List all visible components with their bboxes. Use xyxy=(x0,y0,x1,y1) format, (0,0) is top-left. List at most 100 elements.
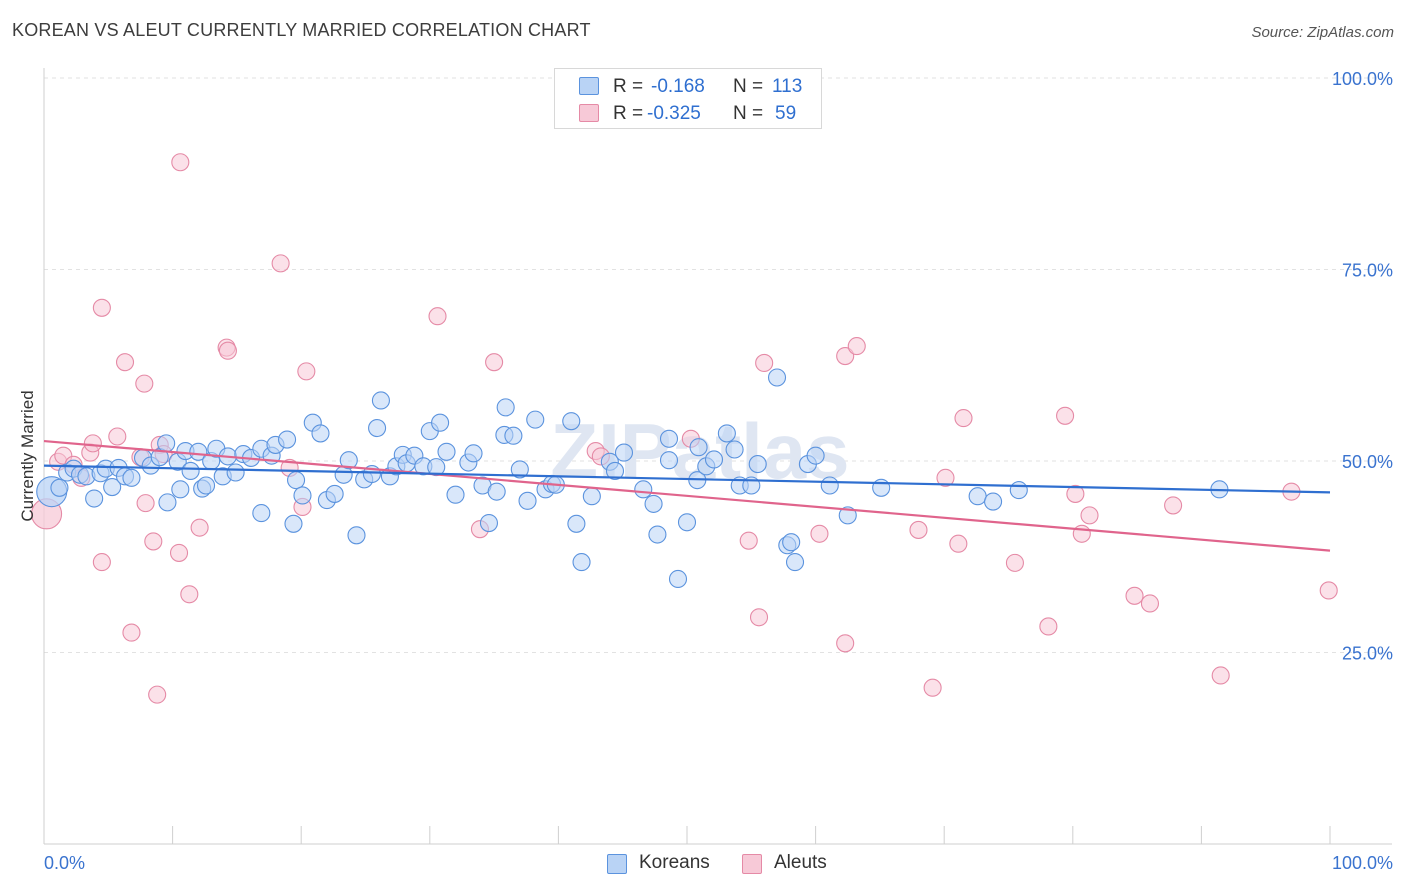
aleuts-point xyxy=(755,353,774,373)
koreans-point xyxy=(325,484,344,503)
koreans-point xyxy=(252,504,271,523)
koreans-point xyxy=(284,514,303,533)
aleuts-point xyxy=(190,518,209,537)
koreans-point xyxy=(226,463,245,482)
x-tick-label-min: 0.0% xyxy=(44,853,85,873)
aleuts-point xyxy=(1066,484,1085,503)
aleuts-point xyxy=(271,254,290,273)
koreans-point xyxy=(644,494,663,513)
koreans-point xyxy=(968,487,987,506)
x-axis-ticks xyxy=(43,826,1331,844)
aleuts-point xyxy=(144,532,163,551)
aleuts-point xyxy=(218,341,237,360)
koreans-point xyxy=(431,413,450,432)
koreans-point xyxy=(368,419,387,438)
aleuts-point xyxy=(836,347,855,366)
koreans-point xyxy=(668,569,688,589)
koreans-point xyxy=(347,526,366,545)
koreans-point xyxy=(748,455,767,474)
aleuts-point xyxy=(428,307,447,326)
koreans-point xyxy=(157,434,176,453)
aleuts-point xyxy=(909,520,928,539)
koreans-point xyxy=(704,450,724,469)
koreans-point xyxy=(572,553,591,572)
koreans-point xyxy=(437,442,456,461)
legend-aleuts-label: Aleuts xyxy=(774,852,827,873)
aleuts-n-label: N = xyxy=(733,103,764,124)
koreans-point xyxy=(677,513,697,532)
koreans-point xyxy=(785,553,805,572)
aleuts-point xyxy=(1080,506,1099,525)
koreans-point xyxy=(487,482,506,501)
aleuts-point xyxy=(1072,524,1091,543)
koreans-point xyxy=(50,478,69,497)
aleuts-point xyxy=(1164,496,1183,515)
koreans-point xyxy=(196,476,216,495)
koreans-point xyxy=(567,514,586,533)
koreans-point xyxy=(806,446,825,465)
aleuts-point xyxy=(954,409,973,428)
chart-title: KOREAN VS ALEUT CURRENTLY MARRIED CORREL… xyxy=(12,20,591,40)
aleuts-point xyxy=(169,543,189,562)
aleuts-point xyxy=(949,534,968,553)
aleuts-point xyxy=(83,434,102,453)
koreans-point xyxy=(171,480,190,499)
legend-item-aleuts: Aleuts xyxy=(742,852,852,876)
koreans-point xyxy=(605,461,625,481)
aleuts-point xyxy=(739,531,758,550)
trend-lines xyxy=(43,439,1331,552)
koreans-n-label: N = xyxy=(733,76,764,97)
aleuts-point xyxy=(1319,581,1338,600)
koreans-point xyxy=(725,440,744,459)
koreans-point xyxy=(122,468,141,487)
koreans-point xyxy=(1009,481,1028,500)
aleuts-point xyxy=(749,608,769,627)
koreans-point xyxy=(287,471,306,490)
koreans-point xyxy=(371,391,390,410)
koreans-point xyxy=(510,460,529,479)
koreans-point xyxy=(496,398,515,417)
koreans-r-label: R = xyxy=(613,76,644,97)
koreans-point xyxy=(278,430,297,449)
aleuts-point xyxy=(1005,553,1024,572)
aleuts-point xyxy=(847,337,866,356)
koreans-point xyxy=(85,489,104,508)
y-tick-label-100: 100.0% xyxy=(1332,69,1393,89)
aleuts-point xyxy=(1125,586,1144,605)
aleuts-point xyxy=(108,427,127,446)
aleuts-point xyxy=(1039,617,1058,636)
koreans-point xyxy=(526,410,545,429)
aleuts-trend-line xyxy=(43,439,1331,552)
koreans-point xyxy=(339,451,358,470)
koreans-point xyxy=(689,438,708,457)
aleuts-swatch xyxy=(579,104,599,122)
koreans-point xyxy=(820,476,839,495)
koreans-point xyxy=(562,412,581,431)
koreans-point xyxy=(504,426,523,445)
koreans-point xyxy=(648,525,667,544)
grid-lines xyxy=(44,77,1392,653)
source-label: Source: ZipAtlas.com xyxy=(1251,24,1394,41)
aleuts-point xyxy=(810,524,829,543)
aleuts-point xyxy=(936,468,955,487)
koreans-point xyxy=(634,480,653,499)
aleuts-point xyxy=(1140,594,1160,613)
y-tick-label-25: 25.0% xyxy=(1342,644,1393,664)
koreans-point xyxy=(582,487,601,506)
aleuts-point xyxy=(92,298,111,317)
legend-item-koreans: Koreans xyxy=(607,852,727,876)
koreans-point xyxy=(782,533,801,552)
aleuts-point xyxy=(836,634,855,653)
aleuts-point xyxy=(923,678,942,697)
koreans-point xyxy=(293,486,312,505)
aleuts-point xyxy=(136,494,155,513)
legend-koreans-swatch xyxy=(607,854,627,874)
y-tick-labels: 25.0% 50.0% 75.0% 100.0% xyxy=(1332,69,1393,664)
aleuts-point xyxy=(1211,666,1230,685)
x-tick-label-max: 100.0% xyxy=(1332,853,1393,873)
koreans-point xyxy=(767,368,787,387)
koreans-point xyxy=(984,492,1003,511)
koreans-point xyxy=(838,506,857,525)
koreans-point xyxy=(614,443,634,462)
